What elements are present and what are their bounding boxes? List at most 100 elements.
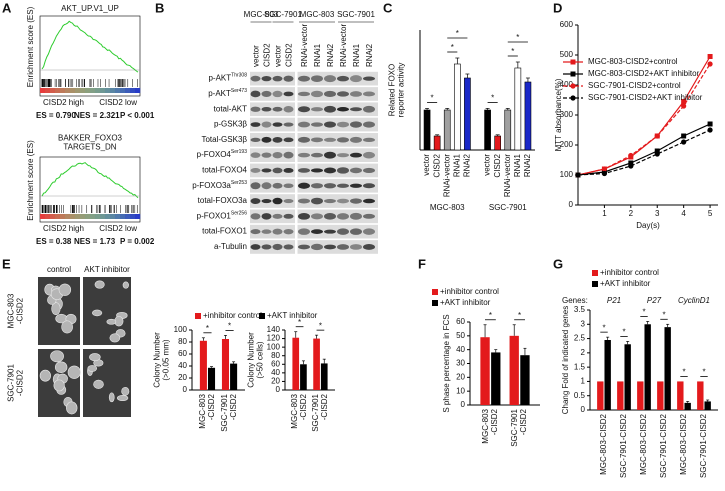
band xyxy=(283,183,294,189)
legend-swatch xyxy=(592,281,598,287)
band xyxy=(283,198,294,204)
panel-label: D xyxy=(553,0,562,15)
band xyxy=(298,91,310,97)
lane-label: RNAi2 xyxy=(365,43,374,67)
y-tick-label: 1.5 xyxy=(574,362,586,371)
error-bar xyxy=(495,134,500,136)
bar xyxy=(300,364,307,390)
rank-gradient xyxy=(110,214,116,219)
bar xyxy=(504,109,512,151)
x-tick-label: RNAi2 xyxy=(523,153,532,177)
y-axis-label: Colony Number(>0.05 mm) xyxy=(153,332,171,388)
row-name: a-Tubulin xyxy=(214,242,247,251)
rank-gradient xyxy=(90,214,96,219)
row-label: total-FOXO4 xyxy=(202,166,247,175)
x-tick-label: vector xyxy=(483,154,492,176)
band xyxy=(283,122,294,127)
band xyxy=(272,136,283,143)
colony xyxy=(93,379,104,389)
rank-gradient xyxy=(55,88,61,93)
band xyxy=(261,213,272,220)
band xyxy=(324,229,336,234)
y-tick-label: 1 xyxy=(581,377,586,386)
band xyxy=(350,212,362,220)
band xyxy=(337,244,349,250)
legend-swatch xyxy=(432,289,438,295)
error-bar xyxy=(201,337,205,341)
marker xyxy=(601,170,608,177)
legend-swatch xyxy=(592,270,598,276)
group-label: MGC-803 xyxy=(430,203,465,212)
bar xyxy=(524,81,532,151)
band xyxy=(311,243,323,251)
bar xyxy=(597,381,604,410)
error-bar xyxy=(315,334,319,339)
rank-gradient xyxy=(130,88,136,93)
y-tick-label: 40 xyxy=(271,368,280,377)
rank-gradient xyxy=(85,88,91,93)
band xyxy=(324,90,336,98)
band xyxy=(272,90,283,98)
x-tick-label: SGC-7901-CISD2 xyxy=(220,393,238,431)
band xyxy=(272,197,283,205)
rank-gradient xyxy=(60,214,66,219)
band xyxy=(261,136,272,143)
column-label: control xyxy=(47,265,71,274)
error-bar xyxy=(515,61,520,68)
band xyxy=(261,106,272,112)
band xyxy=(324,151,336,159)
bar xyxy=(491,352,501,405)
band xyxy=(324,213,336,220)
band xyxy=(272,213,283,219)
error-bar xyxy=(210,366,214,368)
series-line xyxy=(577,123,711,176)
legend-label: +AKT inhibitor xyxy=(267,311,318,320)
sig-mark: * xyxy=(228,322,231,331)
y-tick-label: 60 xyxy=(271,359,280,368)
row-name: p-AKT xyxy=(208,74,231,83)
band xyxy=(261,198,272,204)
rank-gradient xyxy=(75,214,81,219)
y-tick-label: 100 xyxy=(174,325,188,334)
marker xyxy=(681,133,687,139)
error-bar xyxy=(494,349,498,353)
error-bar xyxy=(483,324,487,338)
colony xyxy=(51,302,61,316)
band xyxy=(311,197,323,205)
sig-mark: * xyxy=(431,94,434,103)
sig-mark: * xyxy=(662,310,665,319)
rank-gradient xyxy=(65,88,71,93)
lane-label: CISD2 xyxy=(285,43,294,67)
sig-mark: * xyxy=(682,368,685,377)
x-tick-label: SGC-7901-CISD2 xyxy=(659,413,668,478)
band xyxy=(283,167,294,173)
gsea-title: AKT_UP.V1_UP xyxy=(61,4,119,13)
band xyxy=(324,183,336,189)
colony xyxy=(66,401,78,415)
colony xyxy=(89,353,101,362)
y-tick-label: 10 xyxy=(456,386,465,395)
band xyxy=(337,121,349,128)
y-tick-label: 80 xyxy=(271,351,280,360)
gsea-y-label: Enrichment score (ES) xyxy=(26,6,35,87)
band xyxy=(261,152,272,158)
lane-label: RNAi1 xyxy=(313,43,322,67)
y-tick-label: 300 xyxy=(560,110,574,119)
marker xyxy=(628,152,634,159)
marker xyxy=(707,127,713,133)
y-tick-label: 50 xyxy=(456,331,465,340)
y-tick-label: 60 xyxy=(456,317,465,326)
marker xyxy=(681,99,687,104)
gsea-right: CISD2 low xyxy=(99,98,137,107)
x-tick-label: SGC-7901-CISD2 xyxy=(619,413,628,478)
x-tick-label: 2 xyxy=(629,209,634,218)
gsea-stat: ES = 0.38 xyxy=(36,237,72,246)
groups-label: Genes: xyxy=(562,296,588,305)
lane-label: CISD2 xyxy=(263,43,272,67)
band xyxy=(337,137,349,143)
y-tick-label: 120 xyxy=(267,334,281,343)
row-name: p-FOXO1 xyxy=(197,211,232,220)
band xyxy=(298,121,310,128)
band xyxy=(324,199,336,204)
